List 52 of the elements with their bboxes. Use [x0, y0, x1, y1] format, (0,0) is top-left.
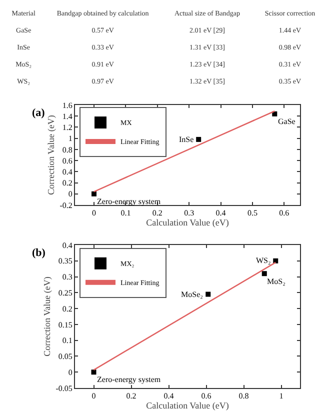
- x-tick-label: 1: [279, 392, 284, 401]
- point: [92, 191, 97, 196]
- point: [91, 370, 96, 375]
- annotation: WS₂: [256, 256, 271, 265]
- y-tick-label: 0.2: [62, 178, 72, 188]
- annotation: MoS₂: [267, 277, 286, 286]
- y-tick-label: 0.6: [62, 156, 72, 166]
- x-tick-label: 0.5: [247, 208, 258, 218]
- y-tick-label: 0.35: [58, 256, 72, 266]
- x-tick-label: 0.2: [126, 392, 136, 401]
- y-tick-label: 0: [68, 368, 72, 377]
- y-tick-label: 0.4: [62, 240, 72, 250]
- x-tick-label: 0: [92, 392, 96, 401]
- annotation: Zero-energy system: [97, 197, 162, 206]
- x-tick-label: 0.4: [216, 208, 226, 218]
- x-tick-label: 0.6: [279, 208, 290, 218]
- x-tick-label: 0.4: [164, 392, 174, 401]
- point: [196, 136, 202, 142]
- y-tick-label: 1.4: [62, 112, 72, 121]
- annotation: MoSe₂: [181, 290, 204, 299]
- y-tick-label: 0.05: [58, 352, 72, 362]
- y-tick-label: 0.3: [62, 272, 72, 282]
- text: (a): [32, 107, 46, 119]
- y-tick-label: -0.05: [56, 384, 72, 393]
- y-tick-label: 0.25: [58, 288, 72, 298]
- y-tick-label: 0.15: [58, 320, 72, 330]
- x-tick-label: 0.3: [184, 208, 194, 218]
- y-tick-label: 0: [68, 190, 72, 199]
- x-tick-label: 0.2: [152, 208, 162, 218]
- x-tick-label: 0.8: [238, 392, 249, 401]
- x-tick-label: 0.6: [201, 392, 212, 401]
- y-tick-label: 1.2: [62, 123, 72, 132]
- x-axis-title: Calculation Value (eV): [146, 400, 229, 411]
- y-tick-label: 0.1: [62, 336, 72, 346]
- annotation: GaSe: [278, 117, 296, 126]
- y-tick-label: 1: [68, 134, 72, 144]
- y-axis-title: Correction Value (eV): [42, 276, 52, 356]
- y-tick-label: 0.2: [62, 304, 72, 314]
- x-tick-label: 0: [92, 208, 96, 218]
- annotation: InSe: [179, 135, 194, 144]
- y-axis-title: Correction Value (eV): [46, 115, 56, 195]
- x-axis-title: Calculation Value (eV): [146, 218, 229, 228]
- annotation: Zero-energy system: [97, 375, 162, 384]
- text: (b): [32, 247, 46, 259]
- point: [272, 111, 278, 116]
- point: [206, 292, 211, 297]
- y-tick-label: 0.4: [62, 167, 72, 176]
- y-tick-label: -0.2: [60, 200, 72, 210]
- y-tick-label: 0.8: [62, 145, 72, 154]
- x-tick-label: 0.1: [120, 208, 131, 218]
- y-tick-label: 1.6: [62, 100, 72, 110]
- point: [262, 271, 267, 276]
